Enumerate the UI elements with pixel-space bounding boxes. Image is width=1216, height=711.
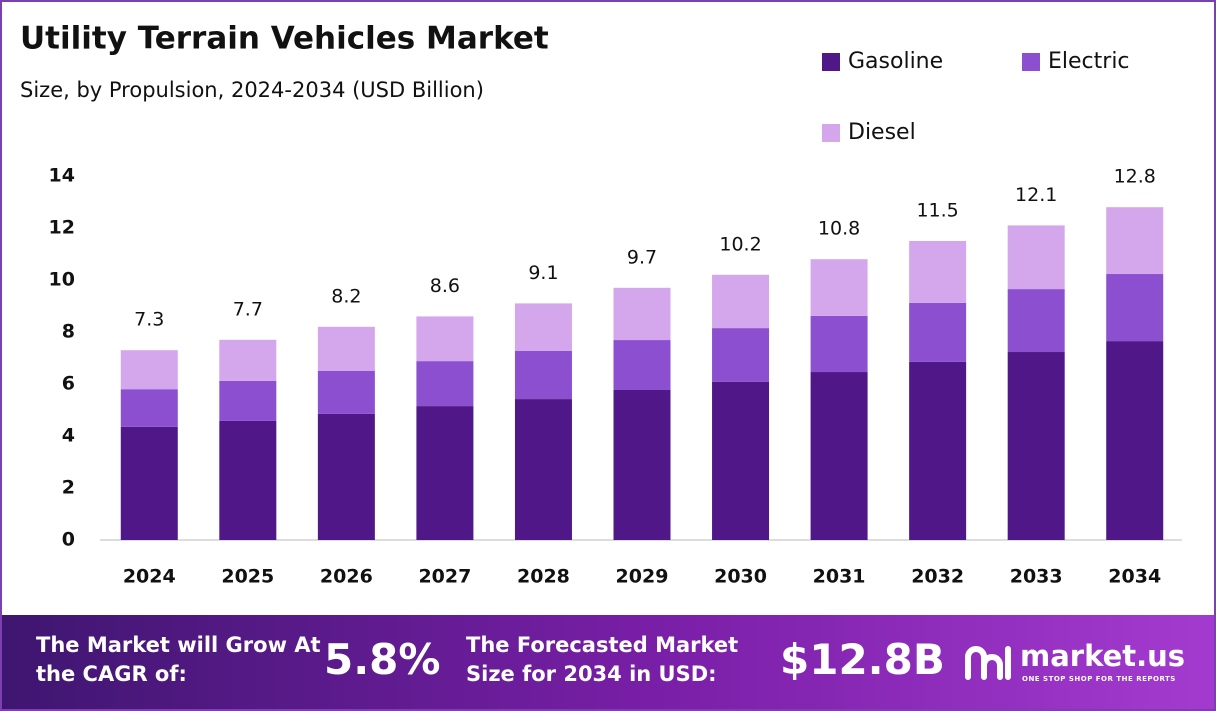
bar-segment: [1007, 289, 1065, 353]
x-tick-label: 2032: [911, 566, 964, 588]
bar-segment: [613, 287, 671, 341]
legend-swatch: [822, 124, 840, 142]
bar-segment: [219, 339, 277, 381]
bar-segment: [1007, 352, 1065, 540]
total-label: 8.2: [331, 285, 361, 307]
x-tick-label: 2024: [123, 566, 176, 588]
total-label: 7.7: [233, 298, 263, 320]
footer: The Market will Grow At the CAGR of: 5.8…: [2, 615, 1214, 709]
x-tick-label: 2025: [221, 566, 274, 588]
x-tick-label: 2031: [813, 566, 866, 588]
bar-segment: [810, 259, 868, 316]
y-tick-label: 4: [62, 425, 75, 447]
bar-segment: [712, 328, 770, 382]
bar-segment: [317, 413, 375, 540]
total-label: 12.8: [1114, 166, 1156, 188]
total-label: 11.5: [916, 200, 958, 222]
legend-swatch: [822, 53, 840, 71]
bar-segment: [909, 361, 967, 540]
forecast-label: The Forecasted Market Size for 2034 in U…: [466, 633, 739, 686]
chart-subtitle: Size, by Propulsion, 2024-2034 (USD Bill…: [20, 78, 484, 102]
bar-segment: [120, 426, 178, 540]
bar-segment: [613, 340, 671, 390]
bar-segment: [120, 350, 178, 390]
bar-segment: [909, 302, 967, 362]
bar-segment: [1106, 341, 1164, 540]
bar-segment: [219, 420, 277, 540]
total-label: 8.6: [430, 275, 460, 297]
bar-segment: [712, 274, 770, 329]
total-label: 12.1: [1015, 184, 1057, 206]
bar-segment: [416, 361, 474, 407]
cagr-value: 5.8%: [324, 635, 441, 684]
bar-segment: [613, 389, 671, 540]
bar-segment: [317, 371, 375, 414]
x-tick-label: 2033: [1010, 566, 1063, 588]
brand: market.us: [1020, 639, 1186, 673]
y-tick-label: 2: [62, 477, 75, 499]
legend-label: Gasoline: [848, 49, 943, 74]
x-tick-label: 2034: [1108, 566, 1161, 588]
brand-logo: [965, 646, 1011, 680]
bar-segment: [514, 350, 572, 400]
bar-segment: [1106, 207, 1164, 275]
bar-segment: [120, 389, 178, 427]
legend-label: Electric: [1048, 49, 1130, 74]
y-tick-label: 8: [62, 321, 75, 343]
chart-title: Utility Terrain Vehicles Market: [20, 21, 549, 57]
brand-tagline: ONE STOP SHOP FOR THE REPORTS: [1022, 675, 1176, 683]
total-label: 7.3: [134, 309, 164, 331]
total-label: 10.8: [818, 218, 860, 240]
bar-segment: [514, 399, 572, 540]
y-tick-label: 0: [62, 529, 75, 551]
x-tick-label: 2030: [714, 566, 767, 588]
bar-segment: [810, 315, 868, 373]
cagr-label: The Market will Grow At the CAGR of:: [36, 633, 321, 686]
bar-segment: [1007, 225, 1065, 290]
chart: Utility Terrain Vehicles Market Size, by…: [20, 21, 1182, 588]
x-tick-label: 2026: [320, 566, 373, 588]
y-tick-label: 14: [49, 165, 75, 187]
y-tick-label: 6: [62, 373, 75, 395]
total-label: 10.2: [719, 233, 761, 255]
bar-segment: [712, 381, 770, 540]
forecast-value: $12.8B: [780, 635, 945, 684]
legend-swatch: [1022, 53, 1040, 71]
y-tick-label: 10: [49, 269, 75, 291]
y-tick-label: 12: [49, 217, 75, 239]
bar-segment: [810, 372, 868, 540]
x-tick-label: 2028: [517, 566, 570, 588]
bar-segment: [416, 316, 474, 362]
legend-label: Diesel: [848, 120, 916, 145]
bar-segment: [219, 380, 277, 421]
bar-segment: [514, 303, 572, 351]
bar-segment: [1106, 274, 1164, 342]
bar-segment: [416, 406, 474, 540]
total-label: 9.7: [627, 246, 657, 268]
bar-segment: [909, 241, 967, 303]
x-tick-label: 2027: [418, 566, 471, 588]
bar-segment: [317, 326, 375, 371]
x-tick-label: 2029: [616, 566, 669, 588]
total-label: 9.1: [528, 262, 558, 284]
